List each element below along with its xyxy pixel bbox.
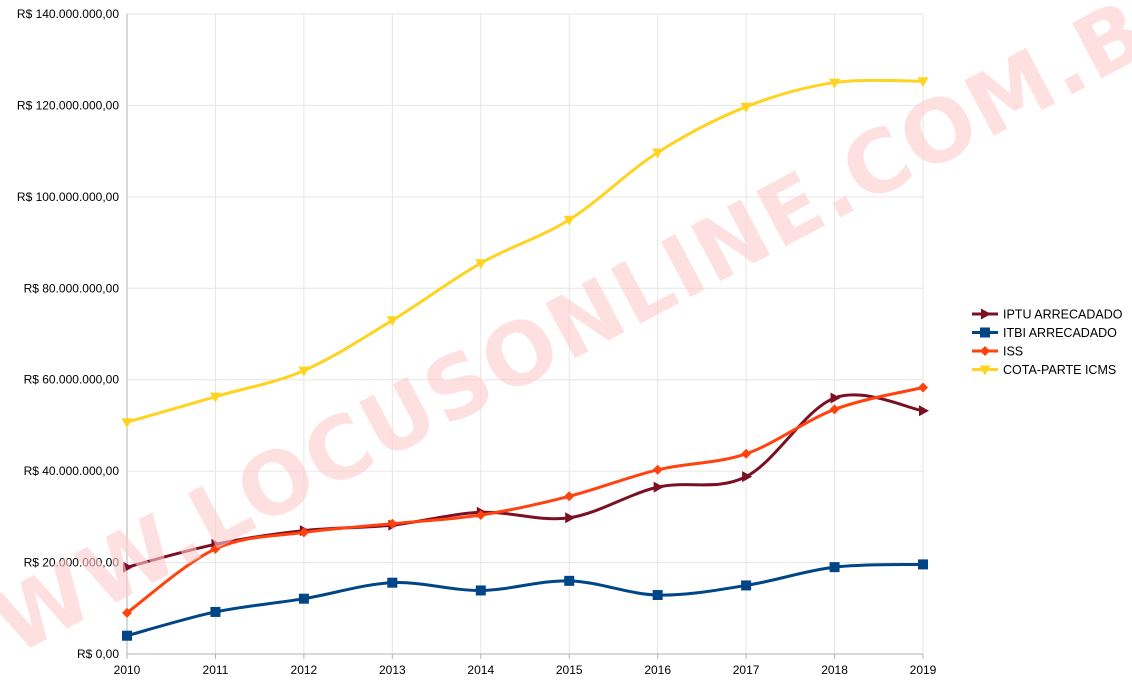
data-point bbox=[653, 481, 664, 493]
data-point bbox=[919, 405, 929, 417]
legend-item: ITBI ARRECADADO bbox=[972, 326, 1117, 340]
data-point bbox=[829, 404, 840, 415]
x-tick-label: 2013 bbox=[379, 663, 406, 677]
y-tick-label: R$ 0,00 bbox=[77, 647, 119, 661]
legend-label: IPTU ARRECADADO bbox=[1003, 308, 1123, 322]
y-tick-label: R$ 120.000.000,00 bbox=[17, 98, 119, 112]
data-point bbox=[917, 77, 929, 88]
data-point bbox=[475, 259, 487, 270]
x-tick-label: 2010 bbox=[114, 663, 141, 677]
data-point bbox=[652, 590, 663, 601]
data-point bbox=[918, 382, 928, 393]
data-point bbox=[564, 575, 575, 586]
legend-marker bbox=[980, 346, 990, 356]
axes bbox=[126, 14, 924, 659]
legend-item: IPTU ARRECADADO bbox=[972, 308, 1123, 322]
x-tick-label: 2012 bbox=[291, 663, 318, 677]
x-tick-label: 2019 bbox=[910, 663, 937, 677]
y-tick-label: R$ 20.000.000,00 bbox=[24, 556, 120, 570]
data-point bbox=[122, 607, 132, 618]
y-tick-label: R$ 40.000.000,00 bbox=[24, 464, 120, 478]
data-point bbox=[123, 561, 133, 573]
data-point bbox=[298, 366, 310, 377]
y-axis-tick-labels: R$ 0,00 R$ 20.000.000,00 R$ 40.000.000,00 R… bbox=[17, 7, 119, 661]
legend-marker bbox=[980, 327, 990, 338]
series-itbi-arrecadado bbox=[122, 559, 928, 641]
x-tick-label: 2011 bbox=[203, 663, 229, 677]
legend-label: ITBI ARRECADADO bbox=[1003, 326, 1117, 340]
series-line bbox=[125, 385, 925, 615]
legend-marker bbox=[981, 308, 991, 320]
series-line bbox=[125, 562, 925, 638]
data-point bbox=[386, 316, 398, 327]
legend-label: COTA-PARTE ICMS bbox=[1003, 363, 1116, 377]
data-point bbox=[741, 448, 752, 459]
x-tick-label: 2015 bbox=[556, 663, 583, 677]
data-point bbox=[387, 518, 398, 529]
data-point bbox=[475, 585, 486, 596]
series-iss bbox=[122, 382, 928, 618]
data-point bbox=[298, 593, 309, 604]
legend-label: ISS bbox=[1003, 345, 1023, 359]
series-line bbox=[125, 78, 925, 424]
data-point bbox=[740, 102, 752, 113]
legend: IPTU ARRECADADO ITBI ARRECADADO ISS COTA-PA… bbox=[972, 308, 1123, 377]
data-point bbox=[210, 543, 221, 554]
data-point bbox=[741, 580, 752, 591]
y-tick-label: R$ 60.000.000,00 bbox=[24, 373, 120, 387]
y-tick-label: R$ 100.000.000,00 bbox=[17, 190, 119, 204]
data-point bbox=[742, 471, 753, 483]
legend-item: ISS bbox=[972, 345, 1023, 359]
grid-lines bbox=[126, 13, 924, 655]
x-tick-label: 2018 bbox=[821, 663, 848, 677]
data-point bbox=[121, 418, 133, 429]
y-tick-label: R$ 80.000.000,00 bbox=[24, 281, 120, 295]
data-point bbox=[829, 78, 841, 89]
data-point bbox=[918, 559, 928, 570]
data-point bbox=[298, 527, 309, 538]
data-point bbox=[565, 512, 576, 524]
data-point bbox=[563, 215, 575, 226]
x-tick-label: 2017 bbox=[733, 663, 760, 677]
y-tick-label: R$ 140.000.000,00 bbox=[17, 7, 119, 21]
data-point bbox=[829, 562, 840, 573]
data-point bbox=[830, 392, 841, 404]
data-point bbox=[387, 577, 398, 588]
data-point bbox=[652, 464, 663, 475]
data-point bbox=[210, 606, 221, 617]
data-point bbox=[652, 148, 664, 159]
data-point bbox=[122, 630, 132, 641]
series-cota-parte-icms bbox=[121, 77, 929, 429]
series-lines bbox=[121, 77, 929, 641]
x-axis-tick-labels: 2010 2011 2012 2013 2014 2015 2016 2017 2018 2019 bbox=[114, 663, 937, 677]
legend-marker bbox=[979, 365, 991, 376]
x-tick-label: 2014 bbox=[467, 663, 494, 677]
legend-item: COTA-PARTE ICMS bbox=[972, 363, 1116, 377]
x-tick-label: 2016 bbox=[644, 663, 671, 677]
data-point bbox=[209, 392, 221, 403]
data-point bbox=[564, 491, 575, 502]
data-point bbox=[475, 510, 486, 521]
